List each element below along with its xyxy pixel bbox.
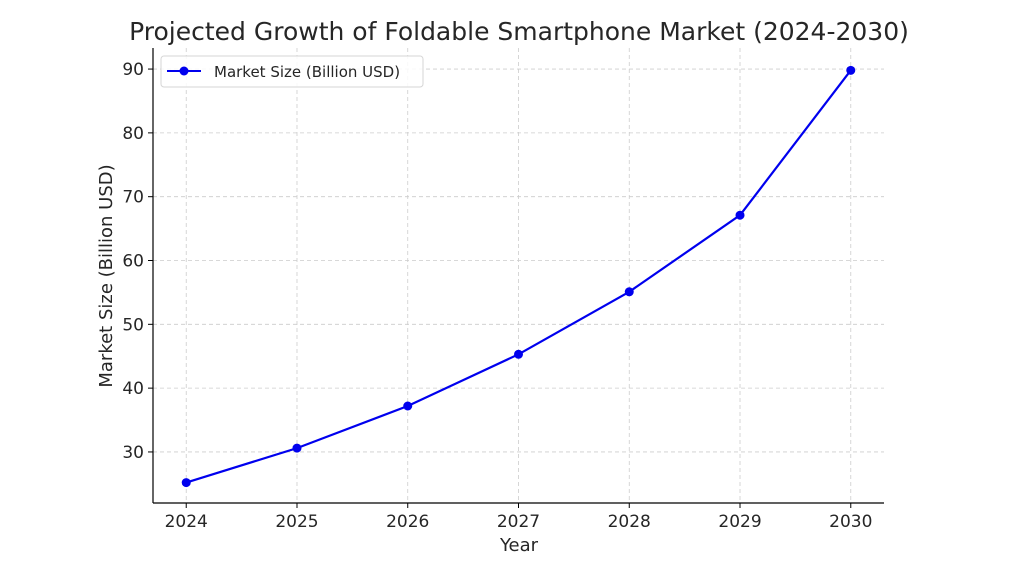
x-tick-label: 2024 <box>165 512 208 532</box>
x-tick-label: 2029 <box>718 512 761 532</box>
legend-marker <box>179 66 189 76</box>
y-tick-label: 60 <box>122 252 144 272</box>
data-point <box>181 478 191 488</box>
x-tick-label: 2025 <box>275 512 318 532</box>
x-tick-label: 2027 <box>497 512 540 532</box>
x-axis-label: Year <box>499 535 539 556</box>
y-axis-label: Market Size (Billion USD) <box>96 164 117 387</box>
x-tick-label: 2026 <box>386 512 429 532</box>
y-tick-label: 40 <box>122 379 144 399</box>
y-tick-label: 70 <box>122 188 144 208</box>
x-tick-label: 2030 <box>829 512 872 532</box>
legend-box <box>160 55 424 88</box>
legend-label: Market Size (Billion USD) <box>214 63 400 81</box>
data-point <box>292 443 302 453</box>
legend: Market Size (Billion USD) <box>160 55 424 88</box>
data-point <box>735 210 745 220</box>
series <box>181 65 856 488</box>
grid <box>153 48 884 503</box>
data-point <box>514 349 523 359</box>
chart-title: Projected Growth of Foldable Smartphone … <box>129 17 909 46</box>
data-point <box>624 287 634 297</box>
y-tick-label: 30 <box>122 443 144 463</box>
y-tick-label: 80 <box>122 124 144 144</box>
y-tick-label: 90 <box>122 60 144 80</box>
data-point <box>846 65 856 75</box>
y-tick-label: 50 <box>122 315 144 335</box>
x-tick-label: 2028 <box>608 512 651 532</box>
data-point <box>403 401 413 411</box>
ticks: 2024 2025 2026 2027 2028 2029 2030 30 40 50 60 70 80… <box>122 60 872 532</box>
